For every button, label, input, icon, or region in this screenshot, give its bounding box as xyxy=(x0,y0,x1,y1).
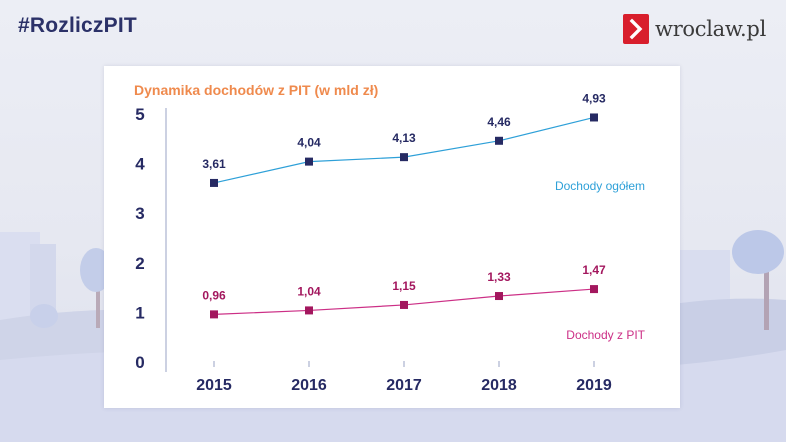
data-label: 4,04 xyxy=(297,136,321,150)
data-label: 4,46 xyxy=(487,115,511,129)
brand-logo-icon xyxy=(623,14,650,44)
data-label: 1,04 xyxy=(297,284,321,298)
x-tick-label: 2018 xyxy=(481,377,517,394)
y-tick-label: 0 xyxy=(135,353,144,372)
y-tick-label: 2 xyxy=(135,254,144,273)
y-tick-label: 3 xyxy=(135,204,144,223)
x-tick-label: 2015 xyxy=(196,377,232,394)
data-label: 4,93 xyxy=(582,91,606,105)
chart-title: Dynamika dochodów z PIT (w mld zł) xyxy=(134,82,379,98)
data-label: 1,47 xyxy=(582,263,606,277)
data-point xyxy=(495,136,503,145)
data-point xyxy=(590,113,598,122)
data-point xyxy=(400,153,408,162)
data-point xyxy=(590,285,598,294)
chart-card: Dynamika dochodów z PIT (w mld zł) 0 1 2 3 4… xyxy=(104,66,680,408)
data-point xyxy=(305,157,313,166)
x-tick-label: 2017 xyxy=(386,377,422,394)
brand[interactable]: wroclaw.pl xyxy=(623,14,766,44)
data-label: 1,15 xyxy=(392,279,416,293)
x-tick-label: 2016 xyxy=(291,377,327,394)
data-label: 0,96 xyxy=(202,288,226,302)
y-tick-label: 5 xyxy=(135,105,144,124)
data-label: 4,13 xyxy=(392,131,416,145)
data-point xyxy=(305,306,313,315)
series-label: Dochody ogółem xyxy=(555,179,645,193)
x-tick-label: 2019 xyxy=(576,377,612,394)
data-point xyxy=(400,300,408,309)
hashtag-title: #RozliczPIT xyxy=(18,14,137,37)
y-tick-label: 1 xyxy=(135,303,144,322)
data-label: 1,33 xyxy=(487,270,511,284)
series-line-total xyxy=(213,116,595,184)
data-label: 3,61 xyxy=(202,157,226,171)
line-chart: 0 1 2 3 4 5 2015 2016 2017 2018 2019 3,61 4,04 4,13 4,… xyxy=(135,91,645,394)
series-label: Dochody z PIT xyxy=(566,328,645,342)
data-point xyxy=(210,310,218,319)
y-tick-label: 4 xyxy=(135,155,145,174)
data-point xyxy=(210,178,218,187)
brand-name: wroclaw.pl xyxy=(655,17,766,41)
data-point xyxy=(495,292,503,301)
